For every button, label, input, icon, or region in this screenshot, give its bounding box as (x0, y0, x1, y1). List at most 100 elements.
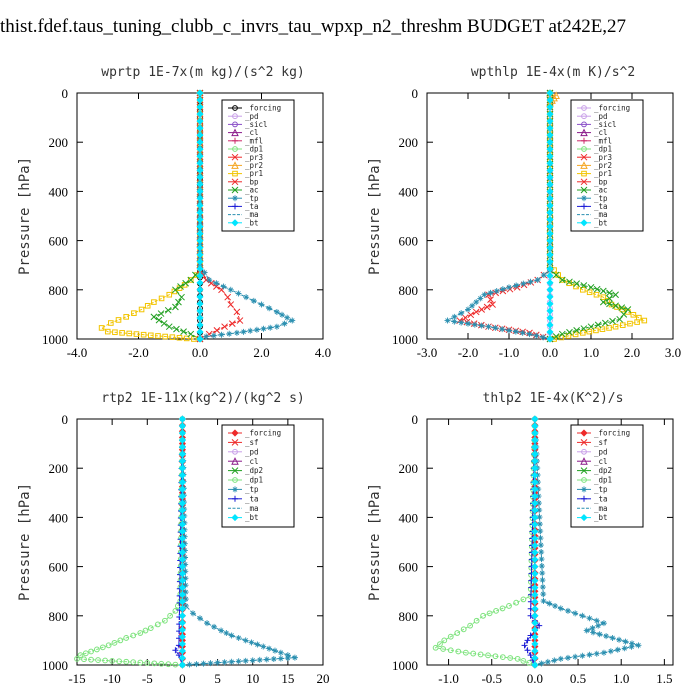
data-point (467, 622, 474, 629)
data-point (150, 313, 158, 321)
legend-label: _dp1 (594, 145, 612, 154)
data-point (538, 556, 545, 563)
data-point (527, 632, 534, 639)
data-point (513, 282, 520, 289)
data-point (551, 657, 558, 664)
data-point (111, 639, 118, 646)
data-point (506, 327, 512, 334)
legend-label: _ac (245, 186, 259, 195)
legend-marker (581, 105, 587, 111)
data-point (546, 314, 554, 322)
legend-marker (581, 113, 587, 120)
series_bt (178, 415, 186, 669)
data-point (546, 110, 554, 118)
data-point (178, 556, 186, 564)
data-point (546, 89, 554, 97)
data-point (444, 317, 451, 324)
legend-label: _bt (245, 218, 259, 227)
data-point (166, 291, 173, 298)
data-point (506, 603, 512, 609)
legend-marker (580, 514, 588, 522)
data-point (572, 653, 579, 660)
legend-label: _forcing (594, 104, 630, 113)
data-point (616, 315, 624, 323)
data-point (178, 598, 186, 606)
data-point (181, 526, 188, 533)
data-point (586, 651, 593, 658)
data-point (94, 646, 100, 653)
legend-marker (580, 457, 588, 465)
data-point (487, 289, 494, 296)
legend: _forcing_pd_sicl_cl_mfl_dp1_pr3_pr2_pr1_… (221, 99, 295, 232)
data-point (531, 520, 539, 528)
data-point (137, 659, 144, 666)
data-point (273, 323, 280, 330)
data-point (178, 506, 186, 514)
y-axis-label: Pressure [hPa] (17, 483, 33, 601)
x-tick-label: -1.0 (499, 345, 520, 360)
data-point (593, 291, 600, 298)
data-point (600, 294, 607, 300)
y-axis-label: Pressure [hPa] (17, 157, 33, 275)
page-title: thist.fdef.taus_tuning_clubb_c_invrs_tau… (0, 16, 627, 37)
legend-label: _tp (245, 485, 259, 494)
x-tick-label: -4.0 (67, 345, 88, 360)
legend-marker (581, 477, 587, 483)
data-point (480, 612, 487, 619)
legend-marker (232, 137, 238, 144)
data-point (196, 314, 204, 322)
data-point (196, 110, 204, 118)
data-point (182, 582, 189, 589)
data-point (513, 599, 520, 606)
legend-label: _sicl (594, 120, 617, 129)
data-point (524, 637, 531, 644)
legend-marker (232, 105, 238, 111)
data-point (161, 617, 168, 624)
data-point (214, 659, 221, 666)
x-tick-label: 1.0 (613, 671, 629, 686)
data-point (606, 325, 612, 331)
data-point (531, 640, 539, 648)
data-point (531, 499, 539, 507)
data-point (601, 319, 609, 327)
legend-marker (231, 457, 239, 465)
data-point (178, 443, 186, 451)
data-point (531, 591, 539, 599)
data-point (609, 317, 616, 325)
data-point (178, 471, 186, 479)
legend-marker (580, 128, 588, 137)
data-point (531, 450, 539, 458)
data-point (599, 287, 607, 295)
data-point (201, 269, 208, 276)
data-point (210, 332, 217, 339)
data-point (131, 310, 137, 316)
data-point (289, 317, 296, 324)
data-point (196, 159, 204, 167)
x-tick-label: 1.5 (656, 671, 672, 686)
data-point (144, 660, 151, 666)
data-point (462, 649, 469, 656)
data-point (172, 286, 179, 294)
data-point (539, 577, 546, 584)
data-point (196, 152, 204, 160)
legend-label: _cl (594, 128, 608, 137)
data-point (546, 145, 554, 153)
data-point (196, 215, 204, 224)
legend-label: _bt (594, 218, 608, 227)
data-point (226, 330, 233, 337)
data-point (622, 638, 629, 645)
data-point (178, 422, 186, 430)
data-point (158, 660, 165, 667)
legend-marker (581, 121, 587, 128)
legend-marker (231, 178, 239, 186)
data-point (634, 319, 640, 325)
data-point (178, 485, 186, 493)
data-point (277, 655, 284, 662)
legend: _forcing_sf_pd_cl_dp2_dp1_tp_ta_ma_bt (221, 424, 295, 528)
data-point (514, 655, 521, 662)
y-tick-label: 0 (412, 86, 419, 101)
data-point (98, 325, 105, 331)
data-point (176, 334, 183, 341)
y-tick-label: 1000 (392, 332, 418, 347)
data-point (531, 577, 539, 585)
